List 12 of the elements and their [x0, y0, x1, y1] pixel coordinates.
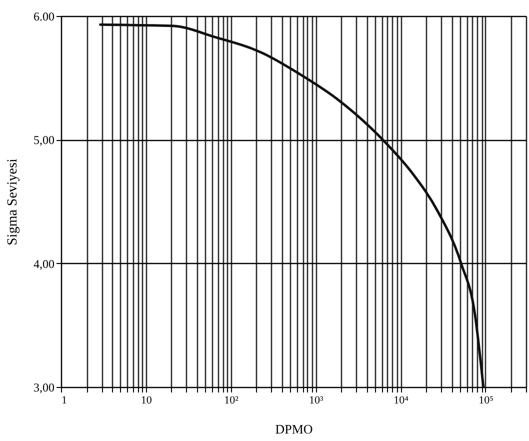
y-axis-title: Sigma Seviyesi [6, 158, 20, 246]
x-axis-title: DPMO [275, 422, 313, 436]
y-tick-label: 6.00 [34, 10, 54, 24]
x-tick-label: 10² [224, 394, 240, 406]
x-tick-label: 10⁵ [478, 394, 494, 406]
x-tick-label: 10³ [309, 394, 324, 406]
x-tick-label: 1 [62, 394, 67, 406]
x-tick-label: 10 [140, 394, 152, 406]
y-tick-label: 5,00 [34, 133, 54, 148]
y-tick-label: 4,00 [34, 256, 54, 271]
x-tick-label: 10⁴ [394, 394, 409, 406]
y-tick-label: 3,00 [34, 380, 54, 394]
